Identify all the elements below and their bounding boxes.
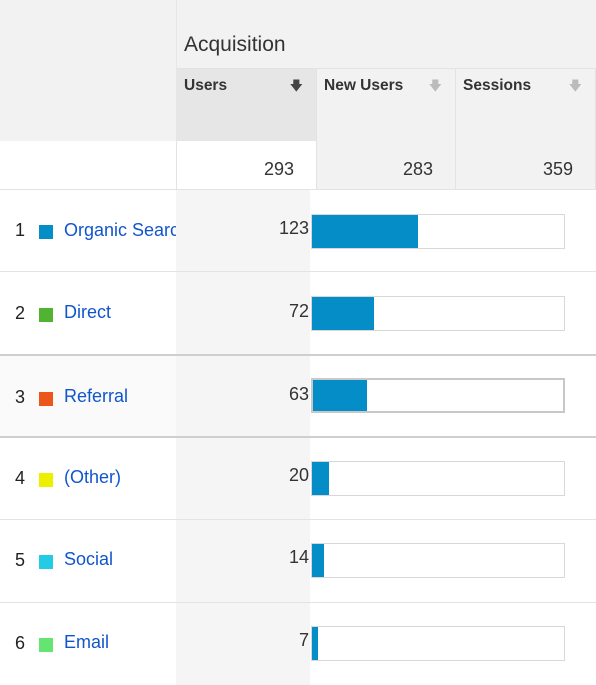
header-group-cell — [177, 0, 596, 69]
total-users: 293 — [263, 159, 294, 179]
users-value: 7 — [298, 630, 309, 650]
totals-label-cell — [0, 141, 177, 189]
color-swatch — [39, 225, 53, 239]
users-cell — [176, 272, 310, 354]
users-bar-fill — [313, 380, 367, 411]
users-bar-fill — [312, 462, 330, 495]
acquisition-group-title: Acquisition — [184, 33, 286, 56]
users-value: 20 — [288, 465, 309, 485]
table-row: 1 Organic Search 123 — [0, 190, 596, 272]
channel-link-other[interactable]: (Other) — [64, 467, 122, 487]
users-value: 14 — [288, 547, 309, 567]
divider — [0, 189, 596, 190]
row-rank: 5 — [15, 550, 26, 570]
total-users-cell: 293 — [176, 141, 317, 189]
color-swatch — [39, 555, 53, 569]
table-row: 4 (Other) 20 — [0, 438, 596, 520]
table-row-highlighted: 3 Referral 63 — [0, 354, 596, 438]
total-new-users-cell: 283 — [317, 141, 456, 189]
users-cell — [176, 356, 310, 436]
total-sessions-cell: 359 — [456, 141, 596, 189]
column-header-new-users[interactable]: New Users 🡇 — [317, 69, 456, 142]
arrow-down-icon[interactable]: 🡇 — [428, 78, 442, 93]
users-bar-fill — [312, 297, 374, 330]
users-bar — [311, 378, 565, 413]
users-bar — [311, 543, 565, 578]
users-bar — [311, 214, 565, 249]
users-bar-fill — [312, 627, 319, 660]
users-cell — [176, 520, 310, 602]
column-label-new-users: New Users — [324, 77, 404, 94]
users-bar — [311, 296, 565, 331]
row-rank: 3 — [15, 387, 26, 407]
color-swatch — [39, 473, 53, 487]
channel-link-direct[interactable]: Direct — [64, 302, 112, 322]
users-cell — [176, 438, 310, 519]
row-rank: 6 — [15, 633, 26, 653]
column-header-users[interactable]: Users 🡇 — [177, 69, 317, 142]
total-sessions: 359 — [542, 159, 573, 179]
channel-link-organic-search[interactable]: Organic Search — [64, 220, 176, 240]
users-bar — [311, 461, 565, 496]
total-new-users: 283 — [402, 159, 433, 179]
column-header-sessions[interactable]: Sessions 🡇 — [456, 69, 596, 142]
row-rank: 1 — [15, 220, 26, 240]
users-value: 63 — [288, 384, 309, 404]
table-row: 6 Email 7 — [0, 603, 596, 685]
users-cell — [176, 190, 310, 271]
column-label-sessions: Sessions — [463, 77, 532, 94]
channel-link-social[interactable]: Social — [64, 549, 114, 569]
users-bar-fill — [312, 544, 325, 577]
color-swatch — [39, 638, 53, 652]
color-swatch — [39, 308, 53, 322]
users-value: 72 — [288, 301, 309, 321]
channel-link-email[interactable]: Email — [64, 632, 110, 652]
arrow-down-icon[interactable]: 🡇 — [289, 78, 303, 93]
header-blank-cell — [0, 0, 177, 141]
row-rank: 4 — [15, 468, 26, 488]
column-label-users: Users — [184, 77, 228, 94]
table-row: 2 Direct 72 — [0, 272, 596, 355]
users-cell — [176, 603, 310, 685]
users-value: 123 — [278, 218, 309, 238]
users-bar-fill — [312, 215, 418, 248]
channel-link-referral[interactable]: Referral — [64, 386, 129, 406]
arrow-down-icon[interactable]: 🡇 — [568, 78, 582, 93]
row-rank: 2 — [15, 303, 26, 323]
color-swatch — [39, 392, 53, 406]
users-bar — [311, 626, 565, 661]
table-row: 5 Social 14 — [0, 520, 596, 603]
